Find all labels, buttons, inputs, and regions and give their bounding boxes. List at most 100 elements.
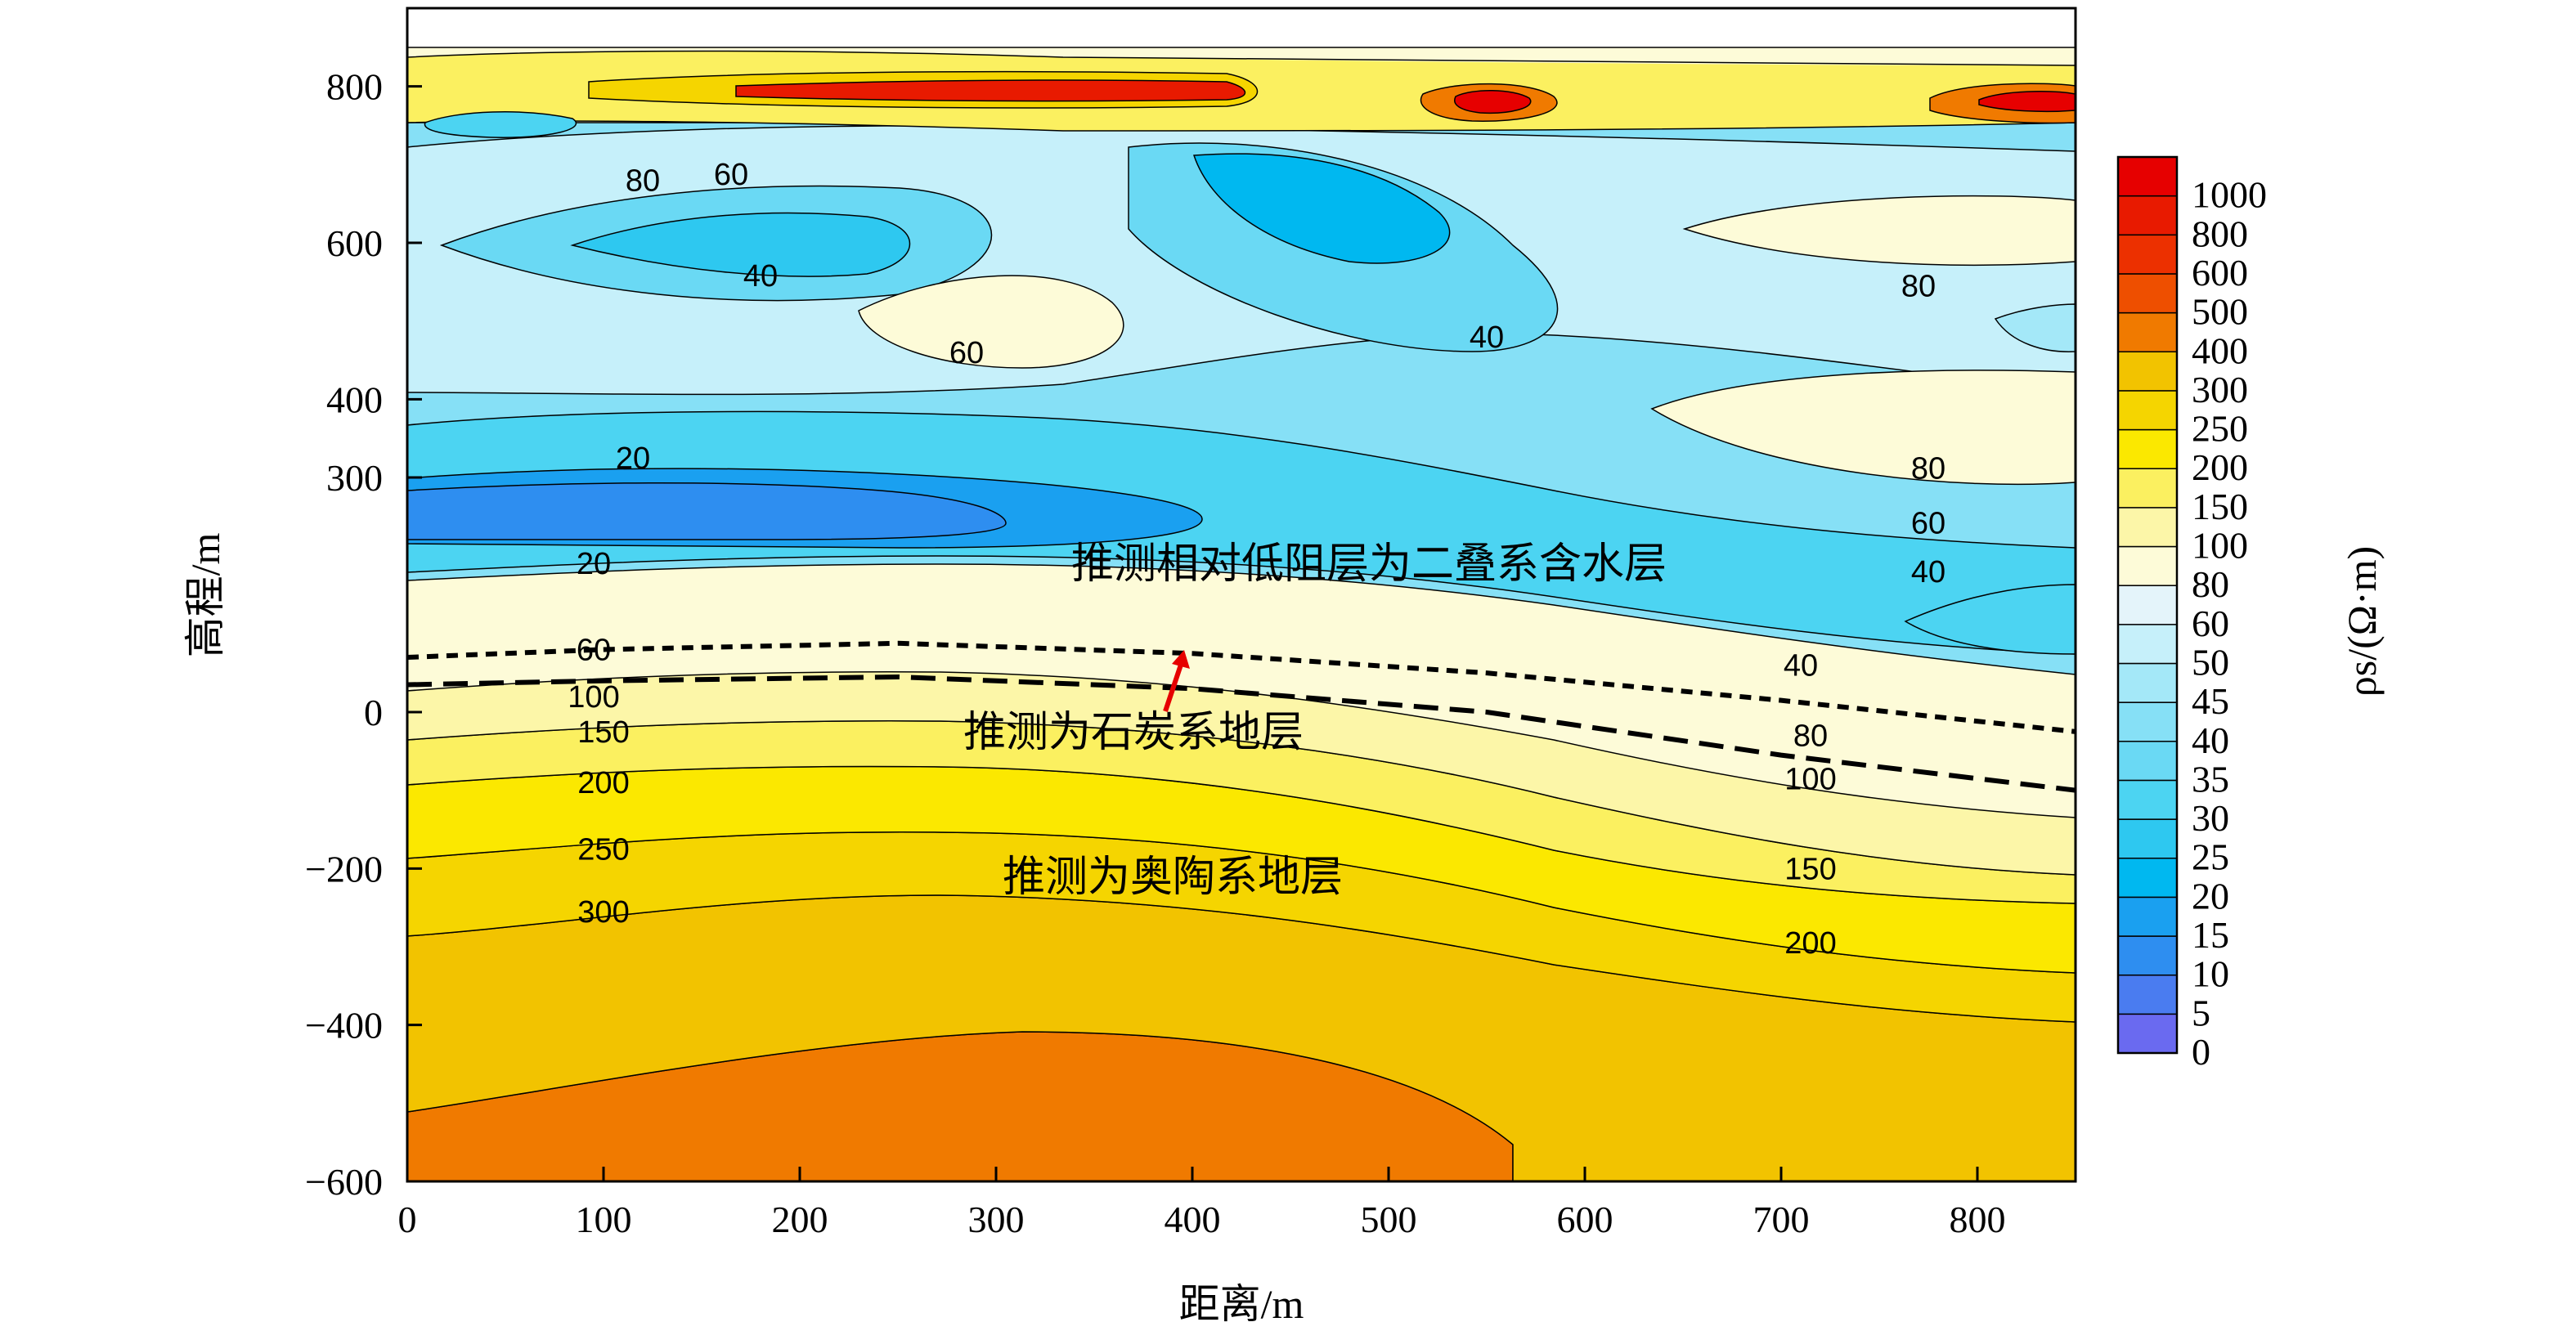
colorbar-swatch [2117, 156, 2178, 197]
colorbar-swatch [2117, 741, 2178, 782]
band-top-node-mid-1000 [1454, 90, 1532, 114]
colorbar-tick-label: 0 [2192, 1031, 2210, 1073]
contour-label: 60 [577, 633, 611, 667]
colorbar-swatch [2117, 390, 2178, 431]
contour-label: 60 [949, 336, 984, 370]
colorbar-tick-label: 1000 [2192, 174, 2267, 216]
contour-label: 80 [1793, 719, 1828, 754]
band-80-100-patch-left [858, 275, 1124, 369]
colorbar-tick-label: 800 [2192, 213, 2248, 254]
y-tick-label: −200 [305, 848, 383, 890]
y-tick-label: 0 [364, 692, 383, 733]
colorbar-tick-label: 50 [2192, 641, 2229, 683]
y-axis-title: 高程/m [182, 533, 228, 658]
colorbar-tick-label: 100 [2192, 525, 2248, 567]
band-10-15-core [407, 482, 1007, 540]
contour-label: 60 [714, 158, 748, 192]
band-25-30-upper-left [570, 212, 911, 277]
contour-label: 100 [568, 680, 619, 715]
boundary-line-2 [407, 674, 2076, 793]
contour-label: 300 [577, 895, 629, 930]
x-tick-label: 200 [772, 1199, 828, 1240]
colorbar-swatch [2117, 974, 2178, 1015]
colorbar-tick-label: 250 [2192, 408, 2248, 450]
colorbar-swatch [2117, 818, 2178, 859]
colorbar-swatch [2117, 624, 2178, 665]
colorbar-tick-label: 25 [2192, 836, 2229, 878]
colorbar-swatch [2117, 896, 2178, 937]
colorbar-tick-label: 200 [2192, 446, 2248, 488]
contour-label: 150 [577, 715, 629, 750]
colorbar-swatch [2117, 273, 2178, 314]
colorbar-swatch [2117, 701, 2178, 742]
colorbar-swatch [2117, 935, 2178, 976]
band-80-100-patch-right-upper [1682, 195, 2076, 267]
contour-label: 100 [1784, 762, 1836, 796]
x-tick-label: 700 [1753, 1199, 1810, 1240]
colorbar-tick-label: 300 [2192, 369, 2248, 410]
contour-label: 200 [1784, 926, 1836, 961]
band-30-35-patch-right-lower [1904, 584, 2076, 655]
plot-frame [406, 7, 2077, 1183]
annotation-text: 推测相对低阻层为二叠系含水层 [1071, 541, 1667, 588]
contour-label: 20 [616, 441, 650, 476]
colorbar-frame [2116, 155, 2179, 1055]
contour-label: 40 [743, 259, 778, 294]
x-tick-label: 0 [398, 1199, 417, 1240]
band-top-stripe-800 [735, 79, 1245, 102]
contour-label: 40 [1470, 320, 1504, 355]
x-tick-label: 300 [968, 1199, 1025, 1240]
contour-label: 80 [626, 164, 660, 198]
colorbar-swatch [2117, 234, 2178, 275]
boundary-line-1 [407, 640, 2076, 734]
colorbar-tick-label: 80 [2192, 563, 2229, 605]
contour-label: 150 [1784, 852, 1836, 886]
contour-label: 40 [1911, 555, 1945, 589]
y-axis-ticks: 800 600 400 300 0 −200 −400 −600 [305, 66, 422, 1203]
colorbar-swatch [2117, 507, 2178, 548]
colorbar-swatch [2117, 428, 2178, 469]
annotation-red-arrow [1163, 661, 1184, 712]
colorbar-swatch [2117, 545, 2178, 586]
annotation-text: 推测为奥陶系地层 [1003, 854, 1343, 901]
band-80-100-patch-right-mid [1650, 370, 2076, 486]
x-axis-title: 距离/m [1179, 1281, 1304, 1327]
x-tick-label: 400 [1165, 1199, 1221, 1240]
colorbar-swatch [2117, 468, 2178, 509]
y-tick-label: 600 [326, 222, 383, 264]
colorbar-swatch [2117, 351, 2178, 392]
annotation-red-arrow-head [1172, 650, 1190, 669]
y-tick-label: 300 [326, 457, 383, 499]
colorbar-title: ρs/(Ω·m) [2339, 546, 2385, 697]
colorbar-swatch [2117, 857, 2178, 899]
colorbar-tick-label: 600 [2192, 252, 2248, 294]
colorbar-swatch [2117, 662, 2178, 703]
x-tick-label: 500 [1361, 1199, 1417, 1240]
colorbar-tick-label: 35 [2192, 758, 2229, 800]
contour-label: 60 [1911, 506, 1945, 540]
colorbar-tick-label: 400 [2192, 329, 2248, 371]
contour-label: 20 [577, 547, 611, 581]
colorbar-swatch [2117, 779, 2178, 820]
band-top-node-right-1000 [1978, 91, 2076, 113]
x-axis-ticks: 0 100 200 300 400 500 600 700 800 [398, 1167, 2006, 1240]
band-20-25-upper-mid [1192, 153, 1451, 264]
x-tick-label: 600 [1557, 1199, 1613, 1240]
colorbar-tick-label: 10 [2192, 953, 2229, 995]
contour-label: 40 [1784, 649, 1818, 683]
contour-label: 80 [1901, 270, 1936, 304]
colorbar-tick-label: 40 [2192, 719, 2229, 761]
colorbar-tick-label: 45 [2192, 680, 2229, 722]
stratigraphic-boundaries [407, 640, 2076, 793]
colorbar-tick-label: 20 [2192, 875, 2229, 916]
colorbar-tick-label: 150 [2192, 486, 2248, 527]
band-40-45-patch-right-upper [1994, 303, 2076, 352]
colorbar-tick-label: 15 [2192, 914, 2229, 956]
colorbar-swatch [2117, 585, 2178, 625]
band-100-150 [407, 670, 2076, 876]
colorbar-tick-label: 5 [2192, 992, 2210, 1033]
